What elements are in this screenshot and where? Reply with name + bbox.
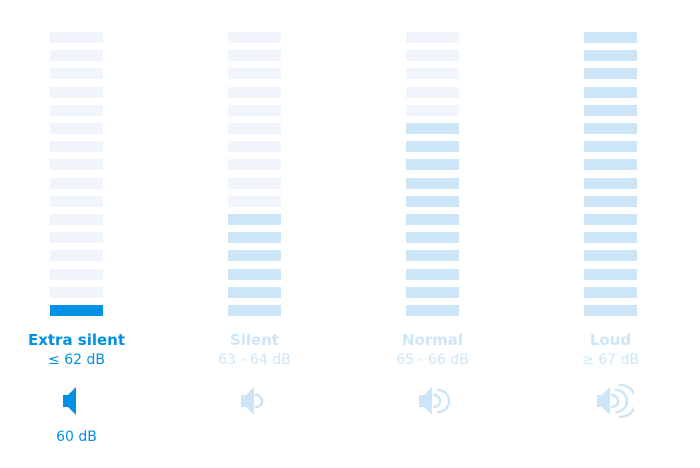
meter-segment	[228, 123, 281, 134]
level-silent[interactable]: Silent 63 - 64 dB	[193, 0, 333, 468]
meter-segment	[406, 286, 459, 298]
meter-segment	[584, 141, 637, 153]
meter-segment	[584, 250, 637, 262]
meter-segment	[50, 123, 103, 134]
meter-segment	[406, 232, 459, 244]
meter-segment	[406, 195, 459, 207]
meter-segment	[584, 286, 637, 298]
speaker-high-icon	[590, 383, 638, 419]
meter-segment	[406, 177, 459, 189]
meter-segment	[584, 177, 637, 189]
meter-segment	[228, 250, 281, 262]
meter-segment	[50, 159, 103, 171]
meter-segment	[228, 50, 281, 62]
meter-segment	[50, 141, 103, 153]
meter-segment	[228, 268, 281, 280]
meter-segment	[584, 68, 637, 80]
meter-segment	[406, 305, 459, 316]
level-extra-silent[interactable]: Extra silent ≤ 62 dB 60 dB	[15, 0, 155, 468]
level-meter	[228, 32, 281, 317]
meter-segment	[406, 68, 459, 80]
meter-segment	[228, 68, 281, 80]
meter-segment	[406, 141, 459, 153]
level-title: Loud	[589, 331, 632, 349]
level-meter	[584, 32, 637, 317]
meter-segment	[228, 177, 281, 189]
level-range: 65 - 66 dB	[396, 352, 469, 368]
meter-segment	[50, 286, 103, 298]
level-range: ≤ 62 dB	[48, 352, 105, 368]
meter-segment	[406, 86, 459, 98]
meter-segment	[584, 195, 637, 207]
meter-segment	[50, 68, 103, 80]
meter-segment	[584, 214, 637, 225]
level-title: Extra silent	[27, 331, 126, 349]
level-range: 63 - 64 dB	[218, 352, 291, 368]
meter-segment	[584, 159, 637, 171]
meter-segment	[406, 123, 459, 134]
meter-segment	[584, 305, 637, 316]
meter-segment	[406, 214, 459, 225]
meter-segment	[50, 86, 103, 98]
meter-segment	[584, 268, 637, 280]
meter-segment	[50, 32, 103, 43]
meter-segment	[228, 286, 281, 298]
speaker-medium-icon	[412, 384, 456, 418]
meter-segment	[228, 232, 281, 244]
meter-segment	[406, 159, 459, 171]
meter-segment	[406, 250, 459, 262]
meter-segment	[406, 104, 459, 116]
level-title: Silent	[229, 331, 280, 349]
speaker-mute-icon	[56, 384, 100, 418]
meter-segment	[228, 32, 281, 43]
meter-segment	[584, 50, 637, 62]
meter-segment	[50, 50, 103, 62]
meter-segment	[50, 177, 103, 189]
meter-segment	[50, 268, 103, 280]
meter-segment	[228, 104, 281, 116]
meter-segment	[228, 141, 281, 153]
current-value: 60 dB	[56, 429, 97, 445]
meter-segment	[406, 268, 459, 280]
meter-segment	[584, 104, 637, 116]
meter-segment	[584, 86, 637, 98]
level-meter	[406, 32, 459, 317]
meter-segment	[406, 32, 459, 43]
speaker-low-icon	[234, 384, 278, 418]
meter-segment	[50, 305, 103, 316]
level-meter	[50, 32, 103, 317]
level-range: ≥ 67 dB	[582, 352, 639, 368]
meter-segment	[50, 232, 103, 244]
level-title: Normal	[401, 331, 464, 349]
meter-segment	[584, 232, 637, 244]
meter-segment	[406, 50, 459, 62]
meter-segment	[228, 159, 281, 171]
meter-segment	[50, 214, 103, 225]
meter-segment	[50, 104, 103, 116]
meter-segment	[228, 214, 281, 225]
meter-segment	[228, 305, 281, 316]
level-loud[interactable]: Loud ≥ 67 dB	[549, 0, 689, 468]
level-normal[interactable]: Normal 65 - 66 dB	[371, 0, 511, 468]
meter-segment	[50, 195, 103, 207]
meter-segment	[228, 195, 281, 207]
meter-segment	[228, 86, 281, 98]
meter-segment	[584, 32, 637, 43]
meter-segment	[50, 250, 103, 262]
meter-segment	[584, 123, 637, 134]
